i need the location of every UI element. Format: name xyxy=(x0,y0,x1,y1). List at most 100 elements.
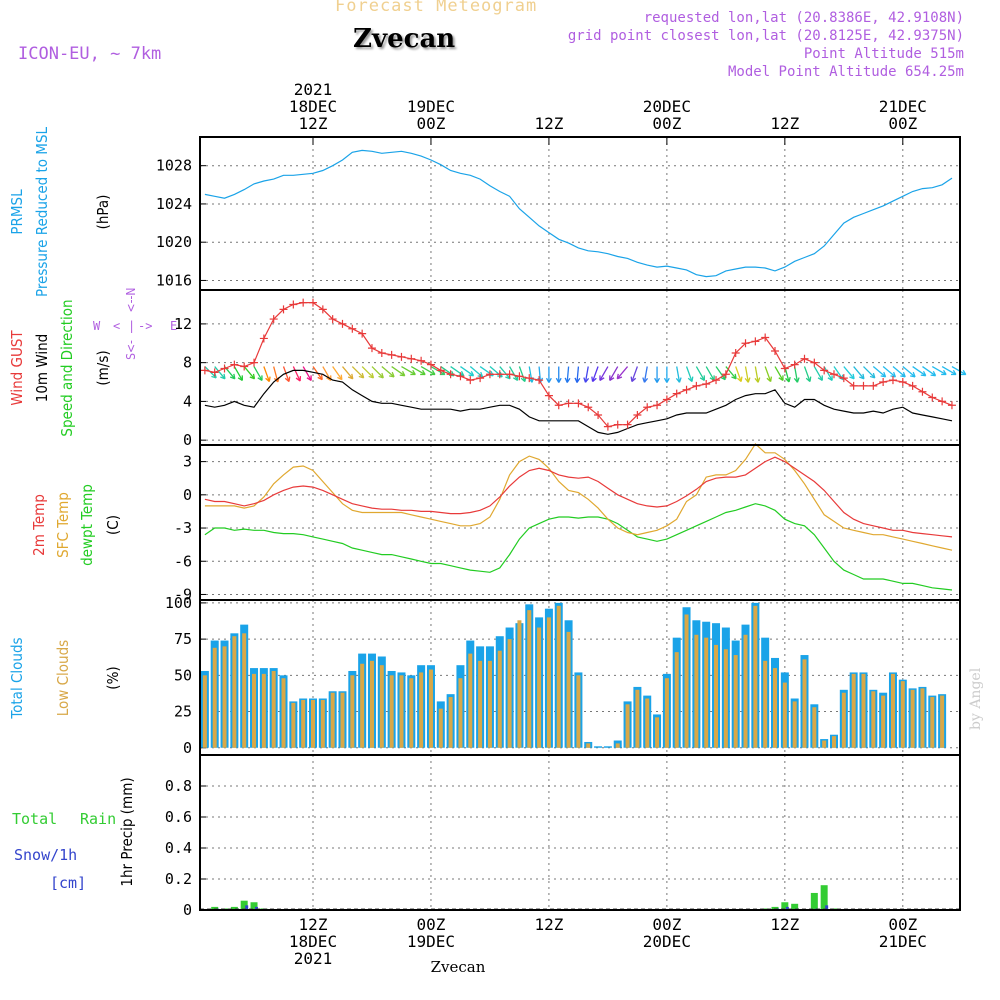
cloud-unit-label: (%) xyxy=(104,666,122,689)
point-altitude: Point Altitude 515m xyxy=(803,46,964,62)
low-cloud-bar xyxy=(890,673,895,748)
gust-marker xyxy=(613,420,622,429)
top-time-label: 21DEC xyxy=(879,97,927,116)
wind-direction-arrow xyxy=(794,366,799,383)
wind-direction-arrow xyxy=(784,366,790,383)
wind-direction-arrow xyxy=(499,366,511,380)
precip-snow-unit-label: [cm] xyxy=(50,874,86,892)
gust-marker xyxy=(682,385,691,394)
gust-marker xyxy=(407,354,416,363)
gust-marker xyxy=(466,376,475,385)
wind-direction-arrow xyxy=(941,365,957,376)
gust-marker xyxy=(318,305,327,314)
gust-marker xyxy=(328,315,337,324)
wind-arrow-head xyxy=(817,375,823,381)
wind-arrow-head xyxy=(468,370,475,377)
wind-direction-arrow xyxy=(843,366,855,380)
bottom-time-label: 00Z xyxy=(652,915,681,934)
model-altitude: Model Point Altitude 654.25m xyxy=(727,64,964,80)
gust-marker xyxy=(446,370,455,379)
low-cloud-bar xyxy=(773,668,778,748)
wind-direction-arrow xyxy=(292,366,301,382)
wind-arrow-head xyxy=(960,369,967,376)
gust-marker xyxy=(751,337,760,346)
panel-frame xyxy=(199,444,961,601)
gust-marker xyxy=(820,366,829,375)
wind-arrow-head xyxy=(555,377,562,383)
dewpoint-line xyxy=(204,503,953,591)
wind-direction-arrow xyxy=(599,366,609,381)
wind-direction-arrow xyxy=(922,365,936,377)
gust-marker xyxy=(633,410,642,419)
wind-direction-arrow xyxy=(882,366,896,378)
gust-marker xyxy=(515,372,524,381)
wind-arrow-head xyxy=(609,375,615,381)
gust-marker xyxy=(358,329,367,338)
low-cloud-bar xyxy=(419,672,424,748)
wind-direction-arrow xyxy=(450,365,465,377)
low-cloud-bar xyxy=(645,698,650,748)
wind-arrow-head xyxy=(257,375,263,381)
wind-arrow-head xyxy=(599,375,605,381)
wind-arrow-head xyxy=(237,375,244,381)
gust-marker xyxy=(309,298,317,307)
wind-direction-arrow xyxy=(420,365,436,376)
low-cloud-bar xyxy=(291,702,296,748)
y-tick-label: 4 xyxy=(183,392,192,410)
y-tick-label: 0.6 xyxy=(165,808,192,826)
wind-arrow-head xyxy=(420,369,426,376)
model-label: ICON-EU, ~ 7km xyxy=(18,44,162,64)
gust-marker xyxy=(908,381,917,390)
wind-arrow-head xyxy=(778,375,784,381)
low-cloud-bar xyxy=(635,689,640,748)
low-cloud-bar xyxy=(330,692,335,748)
precip-rain-label: Rain xyxy=(80,810,116,828)
y-tick-label: 100 xyxy=(165,594,192,612)
wind-direction-arrow xyxy=(381,366,395,378)
wind-direction-arrow xyxy=(892,366,906,378)
low-cloud-bar xyxy=(763,660,768,748)
top-time-label: 19DEC xyxy=(407,97,455,116)
y-tick-label: 0.4 xyxy=(165,839,192,857)
wind-unit-label: (m/s) xyxy=(94,350,112,385)
low-cloud-bar xyxy=(202,675,207,748)
wind-arrow-head xyxy=(378,372,384,379)
wind-arrow-head xyxy=(265,376,271,383)
gust-marker xyxy=(771,347,780,356)
low-cloud-bar xyxy=(861,673,866,748)
wind-direction-arrow xyxy=(233,366,243,381)
low-cloud-bar xyxy=(271,670,276,748)
wind-arrow-head xyxy=(389,371,395,378)
low-cloud-bar xyxy=(399,675,404,748)
rain-bar xyxy=(250,902,258,910)
temp-unit-label: (C) xyxy=(104,515,122,535)
precip-total-label: Total xyxy=(12,810,57,828)
gust-marker xyxy=(200,366,209,375)
wind-direction-arrow xyxy=(616,366,629,380)
gust-marker xyxy=(603,422,612,431)
low-cloud-bar xyxy=(566,631,571,748)
gust-marker xyxy=(495,370,504,379)
wind-direction-arrow xyxy=(509,366,519,381)
wind-direction-arrow xyxy=(460,365,474,377)
bottom-time-label: 19DEC xyxy=(407,932,455,951)
dewpt-label: dewpt Temp xyxy=(78,484,96,566)
bottom-time-label: 12Z xyxy=(534,915,563,934)
gust-marker xyxy=(584,403,593,412)
wind-direction-arrow xyxy=(282,366,290,382)
footer-station-label: Zvecan xyxy=(431,958,486,976)
compass-center-bar: | xyxy=(128,319,135,333)
low-cloud-bar xyxy=(694,634,699,748)
wind-direction-arrow xyxy=(253,366,263,381)
wind-direction-arrow xyxy=(243,366,255,380)
pressure-desc-label: Pressure Reduced to MSL xyxy=(33,126,51,297)
low-cloud-bar xyxy=(753,605,758,748)
gust-marker xyxy=(240,362,249,371)
wind-direction-arrow xyxy=(263,366,270,382)
bottom-time-label: 00Z xyxy=(417,915,446,934)
gust-marker xyxy=(780,364,789,373)
wind-direction-arrow xyxy=(872,366,886,378)
low-cloud-bar xyxy=(428,669,433,748)
compass-right-arrow: -> xyxy=(138,319,152,333)
rain-bar xyxy=(240,900,248,910)
